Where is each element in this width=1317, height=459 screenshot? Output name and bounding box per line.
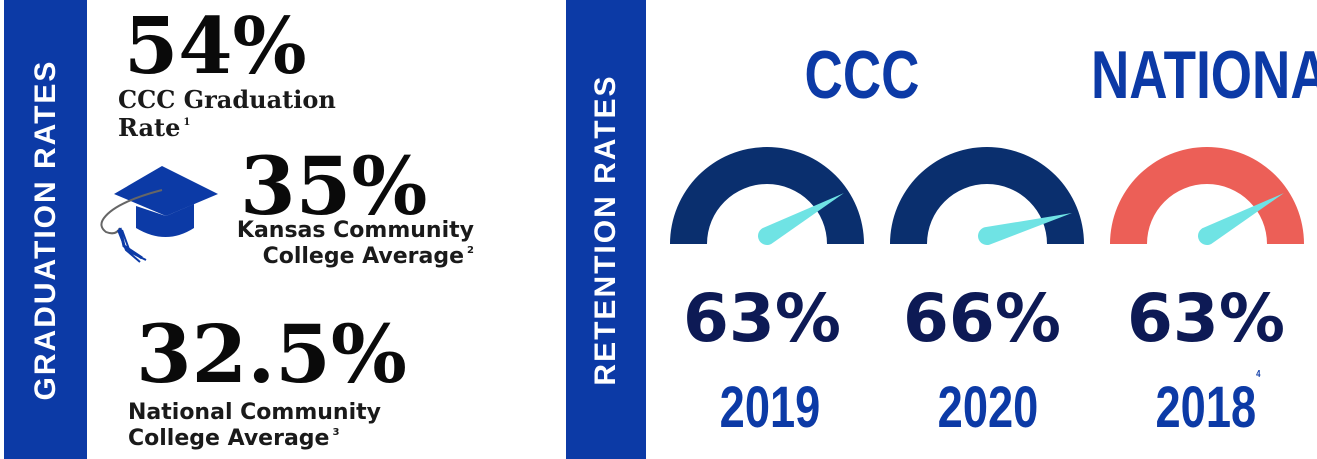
national-heading: NATIONAL <box>1091 37 1317 113</box>
gauge-needle <box>978 213 1072 245</box>
ccc-graduation-value: 54% <box>124 1 307 92</box>
ccc-heading: CCC <box>804 37 920 113</box>
retention-band: RETENTION RATES <box>566 0 646 459</box>
gauge-arc <box>890 147 1084 244</box>
kansas-graduation-caption: Kansas Community College Average 2 <box>236 218 474 269</box>
national-graduation-value: 32.5% <box>136 307 407 401</box>
retention-rates-label: RETENTION RATES <box>589 73 622 386</box>
graduation-band: GRADUATION RATES <box>4 0 87 459</box>
ccc-graduation-caption: CCC Graduation Rate 1 <box>118 85 336 143</box>
year-2018: 20184 <box>1155 368 1261 440</box>
national-graduation-caption: National Community College Average 3 <box>128 400 381 451</box>
gauge-national-2018 <box>1110 147 1304 245</box>
graduation-rates-label: GRADUATION RATES <box>28 59 62 400</box>
gauge-arc <box>670 147 864 244</box>
kansas-graduation-value: 35% <box>240 139 428 233</box>
gauge-ccc-2020 <box>890 147 1084 245</box>
graduation-cap-icon <box>100 166 218 263</box>
retention-value-2018: 63% <box>1127 280 1285 357</box>
gauge-needle <box>758 193 844 245</box>
year-2019: 2019 <box>719 375 821 440</box>
year-2020: 2020 <box>937 375 1039 440</box>
retention-value-2020: 66% <box>903 280 1061 357</box>
gauge-ccc-2019 <box>670 147 864 245</box>
year-2018-ref: 4 <box>1256 368 1261 380</box>
gauge-arc <box>1110 147 1304 244</box>
retention-value-2019: 63% <box>683 280 841 357</box>
gauge-needle <box>1198 193 1284 245</box>
